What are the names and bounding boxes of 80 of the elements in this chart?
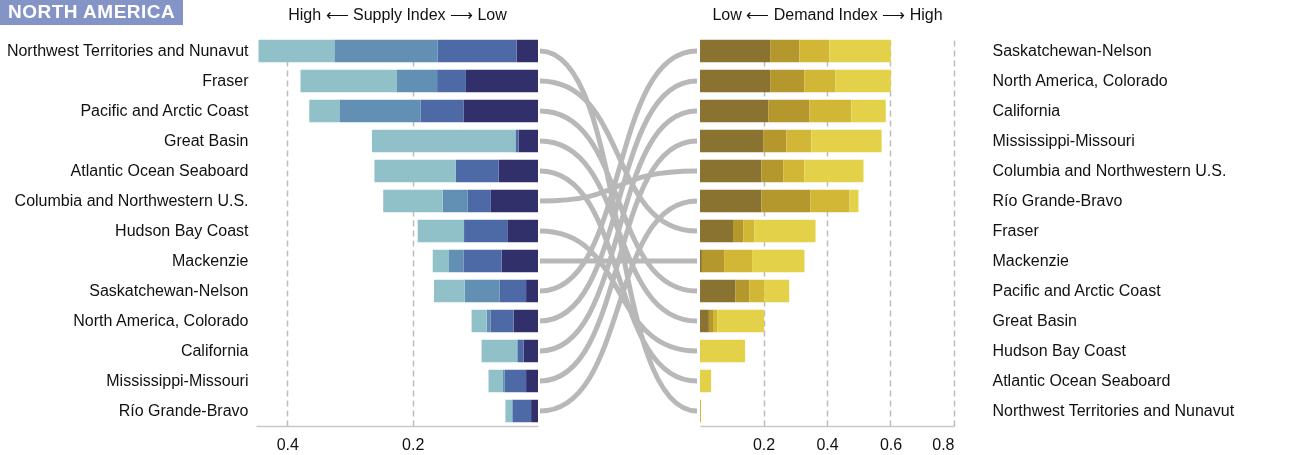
bar	[512, 399, 532, 423]
bar	[463, 99, 538, 123]
y-tick-label: Saskatchewan-Nelson	[992, 42, 1152, 59]
y-tick-label: Hudson Bay Coast	[992, 342, 1127, 359]
y-tick-label: Río Grande-Bravo	[992, 192, 1123, 209]
bar	[481, 339, 518, 363]
bar	[432, 249, 450, 273]
bar	[465, 69, 538, 93]
bar	[449, 249, 464, 273]
bar	[515, 129, 519, 153]
bar	[498, 159, 538, 183]
y-tick-label: Mississippi-Missouri	[992, 132, 1135, 149]
bar	[471, 309, 487, 333]
bar	[420, 99, 464, 123]
y-tick-label: Atlantic Ocean Seaboard	[70, 162, 249, 179]
bar	[442, 189, 468, 213]
y-tick-label: Saskatchewan-Nelson	[89, 282, 249, 299]
bar	[396, 69, 438, 93]
y-tick-label: Great Basin	[164, 132, 249, 149]
bar	[523, 339, 538, 363]
bar	[490, 189, 538, 213]
bar	[371, 129, 516, 153]
bar	[518, 129, 538, 153]
bar	[507, 219, 538, 243]
y-tick-label: Fraser	[202, 72, 250, 89]
x-tick-label: 0.4	[276, 435, 300, 453]
bar	[467, 189, 491, 213]
y-tick-label: Pacific and Arctic Coast	[80, 102, 250, 119]
bar	[433, 279, 465, 303]
bar	[531, 399, 538, 423]
bar	[463, 249, 502, 273]
y-tick-label: Great Basin	[992, 312, 1077, 329]
bar	[526, 279, 538, 303]
y-tick-label: Mackenzie	[172, 252, 249, 269]
y-tick-label: Río Grande-Bravo	[118, 402, 249, 419]
x-tick-label: 0.4	[816, 435, 839, 453]
y-tick-label: Hudson Bay Coast	[115, 222, 250, 239]
bar	[374, 159, 456, 183]
bar	[516, 39, 538, 63]
x-tick-label: 0.2	[752, 435, 776, 453]
x-tick-label: 0.8	[932, 435, 955, 453]
y-tick-label: California	[992, 102, 1061, 119]
y-tick-label: North America, Colorado	[992, 72, 1168, 89]
y-tick-label: Northwest Territories and Nunavut	[992, 402, 1235, 419]
y-tick-label: Columbia and Northwestern U.S.	[14, 192, 249, 209]
x-tick-label: 0.2	[402, 435, 425, 453]
y-tick-label: Mississippi-Missouri	[106, 372, 249, 389]
bar	[309, 99, 340, 123]
bar	[464, 219, 508, 243]
bar	[437, 39, 517, 63]
y-tick-label: Pacific and Arctic Coast	[992, 282, 1162, 299]
bar	[504, 369, 527, 393]
y-tick-label: North America, Colorado	[73, 312, 249, 329]
y-tick-label: Fraser	[992, 222, 1040, 239]
bar	[513, 309, 538, 333]
text: NORTH AMERICA	[0, 0, 184, 25]
bar	[490, 309, 514, 333]
bar	[464, 279, 500, 303]
bar	[505, 399, 513, 423]
y-tick-label: California	[180, 342, 249, 359]
bar	[488, 369, 503, 393]
y-tick-label: Mackenzie	[992, 252, 1070, 269]
bar	[300, 69, 397, 93]
bar	[383, 189, 443, 213]
bar	[499, 279, 527, 303]
y-tick-label: Columbia and Northwestern U.S.	[992, 162, 1227, 179]
bar	[417, 219, 465, 243]
x-tick-label: 0.6	[879, 435, 903, 453]
y-tick-label: Northwest Territories and Nunavut	[6, 42, 250, 59]
bar	[258, 39, 335, 63]
x-axis-title: Low ⟵ Demand Index ⟶ High	[712, 5, 943, 23]
bar	[334, 39, 438, 63]
y-tick-label: Atlantic Ocean Seaboard	[992, 372, 1171, 389]
bar	[526, 369, 538, 393]
bar	[339, 99, 421, 123]
bar	[517, 339, 524, 363]
bar	[455, 159, 499, 183]
bar	[501, 249, 538, 273]
x-axis-title: High ⟵ Supply Index ⟶ Low	[288, 5, 508, 23]
bar	[437, 69, 466, 93]
